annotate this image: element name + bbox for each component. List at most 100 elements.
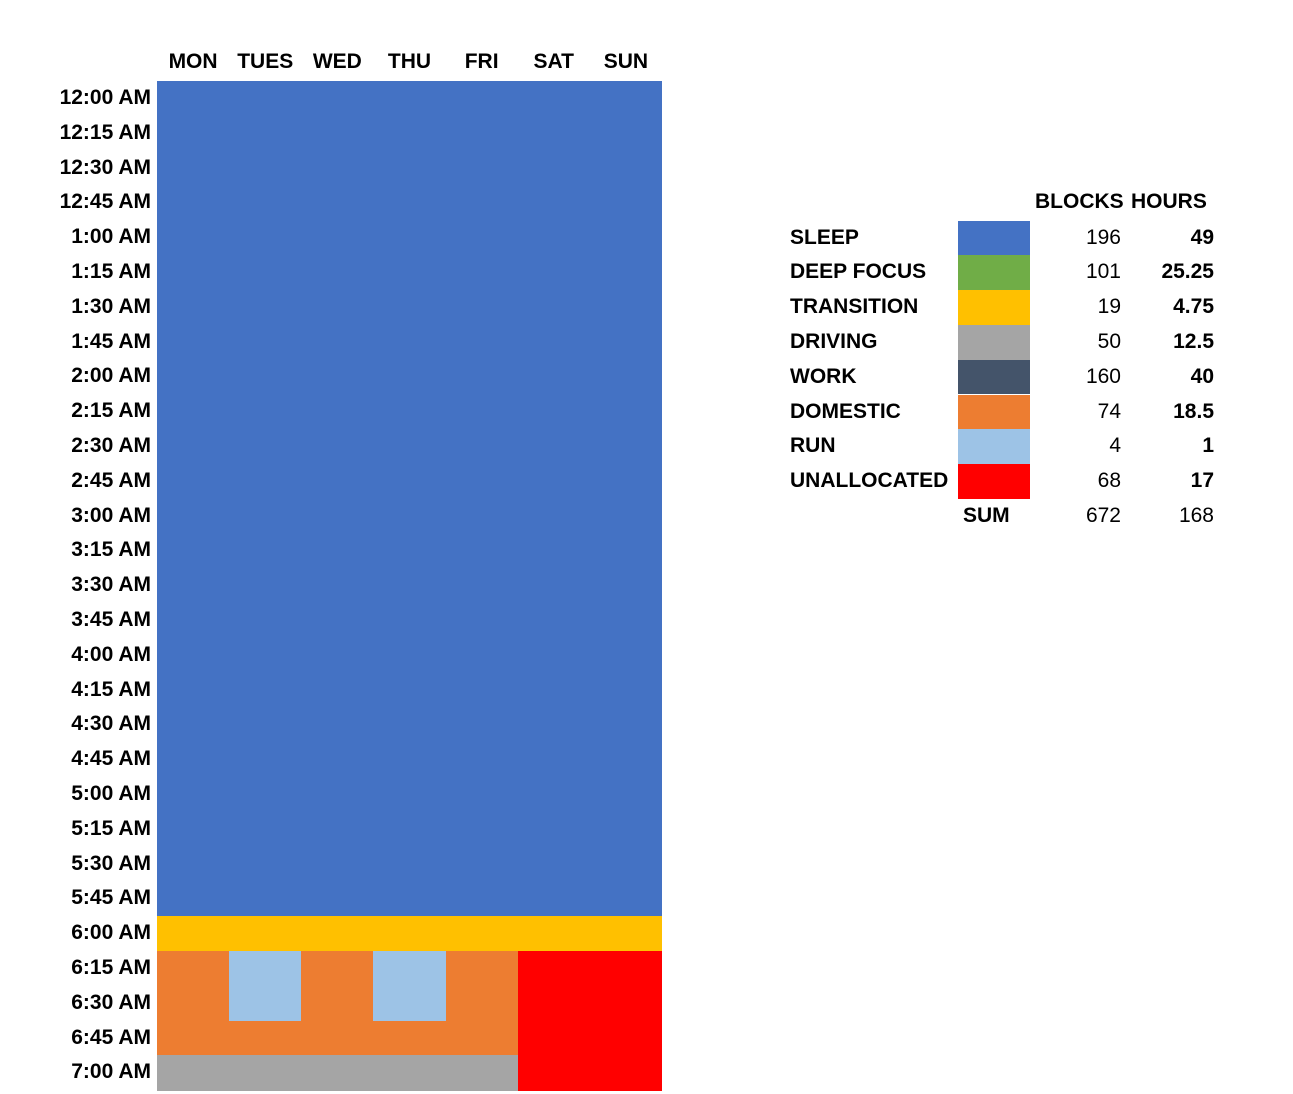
- schedule-cell: [445, 951, 519, 987]
- schedule-cell: [157, 498, 230, 534]
- legend-swatch-run: [958, 429, 1030, 465]
- time-label: 2:15 AM: [71, 399, 151, 423]
- schedule-cell: [589, 429, 663, 465]
- legend-swatch-unallocated: [958, 464, 1030, 499]
- schedule-cell: [301, 359, 374, 395]
- schedule-cell: [157, 533, 230, 569]
- legend-label-unallocated: UNALLOCATED: [790, 469, 949, 493]
- schedule-cell: [517, 359, 591, 395]
- schedule-cell: [373, 707, 447, 743]
- schedule-cell: [229, 394, 302, 430]
- blocks-header: BLOCKS: [1035, 190, 1124, 213]
- schedule-cell: [301, 742, 374, 778]
- legend-swatch-driving: [958, 324, 1030, 360]
- schedule-cell: [589, 811, 663, 848]
- schedule-cell: [445, 1020, 519, 1056]
- schedule-cell: [517, 637, 591, 674]
- schedule-cell: [517, 185, 591, 221]
- legend-blocks-driving: 50: [1097, 329, 1121, 353]
- schedule-cell: [229, 498, 302, 534]
- schedule-cell: [301, 463, 374, 500]
- legend-swatch-transition: [958, 290, 1030, 325]
- schedule-cell: [445, 463, 519, 500]
- schedule-cell: [445, 289, 519, 326]
- schedule-cell: [589, 324, 663, 360]
- schedule-cell: [301, 1055, 374, 1091]
- schedule-cell: [157, 777, 230, 813]
- schedule-cell: [517, 463, 591, 500]
- schedule-cell: [157, 985, 230, 1022]
- schedule-cell: [517, 533, 591, 569]
- schedule-cell: [229, 881, 302, 917]
- time-label: 1:30 AM: [71, 294, 151, 318]
- legend-hours-sleep: 49: [1190, 225, 1214, 249]
- schedule-cell: [445, 429, 519, 465]
- schedule-cell: [517, 672, 591, 708]
- weekly-schedule-heatmap: MON TUES WED THU FRI SAT SUN 12:00 AM 12:15 AM 12…: [59, 50, 663, 1091]
- schedule-cell: [301, 951, 374, 987]
- schedule-cell: [229, 463, 302, 500]
- schedule-cell: [157, 359, 230, 395]
- schedule-cell: [517, 951, 591, 987]
- schedule-cell: [373, 289, 447, 326]
- schedule-cell: [517, 916, 591, 952]
- schedule-cell: [229, 811, 302, 848]
- time-label: 1:15 AM: [71, 260, 151, 283]
- schedule-cell: [373, 498, 447, 534]
- schedule-cell: [517, 881, 591, 917]
- schedule-cell: [301, 603, 374, 639]
- day-header-mon: MON: [168, 50, 218, 73]
- schedule-cell: [373, 1055, 447, 1091]
- schedule-cell: [589, 115, 663, 152]
- schedule-cell: [589, 533, 663, 569]
- schedule-cell: [157, 394, 230, 430]
- schedule-cell: [445, 533, 519, 569]
- schedule-cell: [157, 1020, 230, 1056]
- time-label: 5:15 AM: [71, 816, 151, 840]
- schedule-cell: [157, 115, 230, 152]
- schedule-cell: [517, 1020, 591, 1056]
- schedule-cell: [445, 359, 519, 395]
- schedule-cell: [301, 881, 374, 917]
- schedule-cell: [517, 811, 591, 848]
- schedule-cell: [373, 150, 447, 186]
- time-label: 1:45 AM: [71, 329, 151, 353]
- schedule-cell: [445, 185, 519, 221]
- schedule-cell: [589, 150, 663, 186]
- schedule-cell: [445, 637, 519, 674]
- schedule-cell: [589, 81, 663, 117]
- schedule-cell: [589, 846, 663, 882]
- schedule-cell: [589, 255, 663, 291]
- schedule-cell: [157, 255, 230, 291]
- schedule-cell: [445, 916, 519, 952]
- schedule-cell: [445, 394, 519, 430]
- schedule-cell: [229, 533, 302, 569]
- time-label: 12:45 AM: [59, 190, 151, 214]
- schedule-cell: [157, 881, 230, 917]
- schedule-cell: [517, 742, 591, 778]
- schedule-cell: [229, 568, 302, 604]
- legend-hours-transition: 4.75: [1173, 295, 1214, 319]
- time-label: 5:30 AM: [71, 851, 151, 875]
- schedule-cell: [517, 394, 591, 430]
- sum-label: SUM: [963, 504, 1010, 527]
- day-header-tues: TUES: [237, 50, 294, 73]
- schedule-cell: [229, 637, 302, 674]
- legend-label-deep-focus: DEEP FOCUS: [790, 260, 927, 284]
- schedule-cell: [157, 951, 230, 987]
- schedule-cell: [301, 637, 374, 674]
- legend-swatch-work: [958, 359, 1030, 395]
- schedule-cell: [445, 498, 519, 534]
- schedule-cell: [157, 707, 230, 743]
- schedule-cell: [229, 81, 302, 117]
- time-label: 4:00 AM: [71, 642, 151, 666]
- schedule-cell: [157, 603, 230, 639]
- schedule-cell: [157, 289, 230, 326]
- schedule-cell: [445, 568, 519, 604]
- schedule-cell: [301, 672, 374, 708]
- schedule-cell: [373, 777, 447, 813]
- legend-hours-unallocated: 17: [1190, 469, 1214, 493]
- schedule-cell: [373, 881, 447, 917]
- schedule-cell: [373, 916, 447, 952]
- schedule-cell: [157, 324, 230, 360]
